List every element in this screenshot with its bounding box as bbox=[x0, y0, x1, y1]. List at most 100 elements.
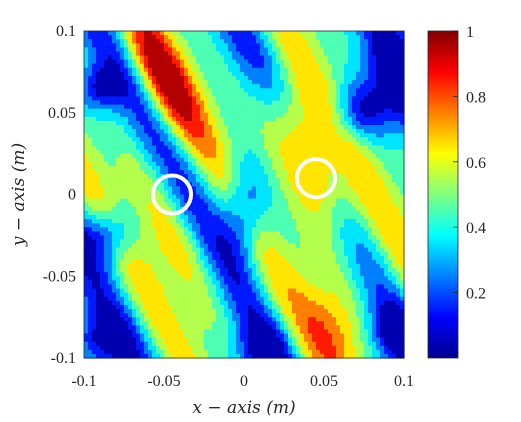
heatmap-cell bbox=[140, 308, 145, 314]
heatmap-cell bbox=[144, 223, 149, 228]
heatmap-cell bbox=[108, 268, 113, 273]
heatmap-cell bbox=[260, 133, 265, 138]
heatmap-cell bbox=[124, 174, 129, 179]
heatmap-cell bbox=[240, 284, 245, 290]
heatmap-cell bbox=[248, 194, 253, 200]
heatmap-cell bbox=[288, 337, 293, 343]
heatmap-cell bbox=[304, 141, 309, 147]
heatmap-cell bbox=[224, 317, 229, 322]
heatmap-cell bbox=[296, 55, 301, 61]
heatmap-cell bbox=[120, 125, 125, 130]
heatmap-cell bbox=[84, 125, 89, 130]
heatmap-cell bbox=[188, 219, 193, 224]
heatmap-cell bbox=[320, 84, 325, 89]
heatmap-cell bbox=[252, 349, 257, 355]
heatmap-cell bbox=[128, 202, 133, 208]
heatmap-cell bbox=[104, 280, 109, 286]
heatmap-cell bbox=[148, 292, 153, 298]
heatmap-cell bbox=[248, 133, 253, 138]
heatmap-cell bbox=[136, 161, 141, 167]
heatmap-cell bbox=[176, 88, 181, 93]
heatmap-cell bbox=[280, 43, 285, 48]
heatmap-cell bbox=[236, 296, 241, 302]
heatmap-cell bbox=[296, 349, 301, 355]
heatmap-cell bbox=[268, 88, 273, 93]
heatmap-cell bbox=[292, 112, 297, 118]
heatmap-cell bbox=[128, 129, 133, 134]
heatmap-cell bbox=[328, 288, 333, 294]
heatmap-cell bbox=[232, 321, 237, 326]
heatmap-cell bbox=[168, 63, 173, 69]
heatmap-cell bbox=[260, 353, 265, 359]
heatmap-cell bbox=[248, 116, 253, 122]
heatmap-cell bbox=[248, 325, 253, 330]
heatmap-cell bbox=[152, 243, 157, 249]
heatmap-cell bbox=[132, 276, 137, 281]
heatmap-cell bbox=[188, 313, 193, 318]
heatmap-cell bbox=[268, 317, 273, 322]
heatmap-cell bbox=[316, 47, 321, 53]
heatmap-cell bbox=[120, 210, 125, 216]
heatmap-cell bbox=[296, 137, 301, 142]
heatmap-cell bbox=[128, 198, 133, 204]
heatmap-cell bbox=[92, 321, 97, 326]
heatmap-cell bbox=[124, 182, 129, 187]
heatmap-cell bbox=[184, 157, 189, 163]
heatmap-cell bbox=[312, 251, 317, 257]
heatmap-cell bbox=[296, 112, 301, 118]
heatmap-cell bbox=[196, 75, 201, 81]
heatmap-cell bbox=[256, 239, 261, 245]
heatmap-cell bbox=[300, 88, 305, 93]
heatmap-cell bbox=[132, 116, 137, 122]
heatmap-cell bbox=[244, 129, 249, 134]
heatmap-cell bbox=[88, 51, 93, 57]
heatmap-cell bbox=[120, 235, 125, 241]
heatmap-cell bbox=[192, 80, 197, 85]
heatmap-cell bbox=[104, 292, 109, 298]
heatmap-cell bbox=[172, 268, 177, 273]
heatmap-cell bbox=[120, 349, 125, 355]
heatmap-cell bbox=[144, 243, 149, 249]
heatmap-cell bbox=[156, 116, 161, 122]
heatmap-cell bbox=[84, 345, 89, 351]
heatmap-cell bbox=[104, 210, 109, 216]
heatmap-cell bbox=[248, 182, 253, 187]
heatmap-cell bbox=[212, 39, 217, 44]
heatmap-cell bbox=[276, 239, 281, 245]
heatmap-cell bbox=[96, 55, 101, 61]
heatmap-cell bbox=[140, 210, 145, 216]
heatmap-cell bbox=[168, 100, 173, 106]
heatmap-cell bbox=[168, 219, 173, 224]
heatmap-cell bbox=[284, 292, 289, 298]
heatmap-cell bbox=[296, 223, 301, 228]
heatmap-cell bbox=[304, 308, 309, 314]
heatmap-cell bbox=[192, 333, 197, 339]
heatmap-cell bbox=[204, 235, 209, 241]
heatmap-cell bbox=[244, 308, 249, 314]
heatmap-cell bbox=[252, 223, 257, 228]
heatmap-cell bbox=[144, 133, 149, 138]
heatmap-cell bbox=[136, 153, 141, 159]
heatmap-cell bbox=[108, 88, 113, 93]
heatmap-cell bbox=[212, 190, 217, 196]
heatmap-cell bbox=[96, 235, 101, 241]
heatmap-cell bbox=[104, 133, 109, 138]
heatmap-cell bbox=[168, 194, 173, 200]
heatmap-cell bbox=[284, 116, 289, 122]
heatmap-cell bbox=[88, 329, 93, 335]
heatmap-cell bbox=[104, 43, 109, 48]
heatmap-cell bbox=[116, 210, 121, 216]
heatmap-cell bbox=[308, 47, 313, 53]
heatmap-cell bbox=[116, 263, 121, 269]
heatmap-cell bbox=[180, 198, 185, 204]
heatmap-cell bbox=[256, 194, 261, 200]
heatmap-cell bbox=[104, 235, 109, 241]
heatmap-cell bbox=[260, 178, 265, 183]
heatmap-cell bbox=[104, 219, 109, 224]
heatmap-cell bbox=[232, 190, 237, 196]
heatmap-cell bbox=[156, 75, 161, 81]
heatmap-cell bbox=[280, 300, 285, 306]
heatmap-cell bbox=[236, 259, 241, 265]
heatmap-cell bbox=[288, 80, 293, 85]
heatmap-cell bbox=[212, 210, 217, 216]
